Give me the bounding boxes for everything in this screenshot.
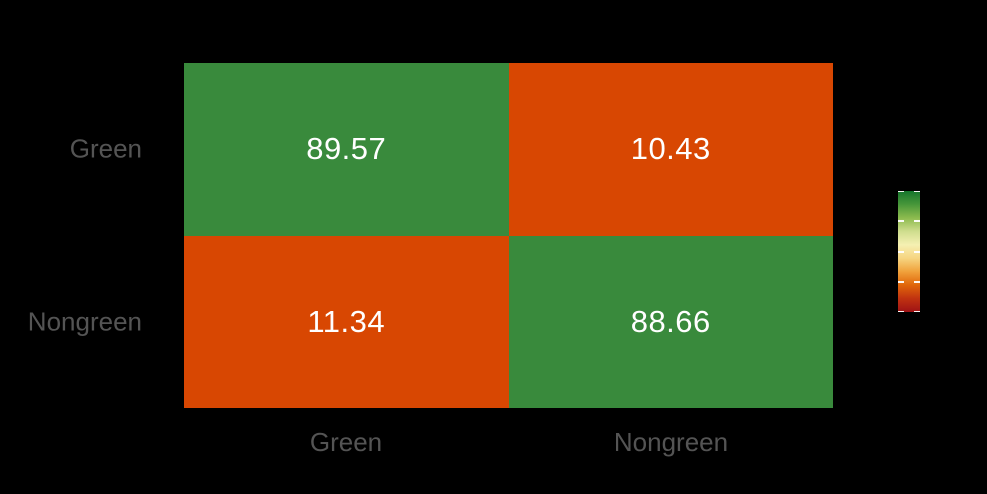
heatmap-cell-nongreen-nongreen: 88.66 (508, 235, 833, 408)
colorbar-tick (914, 250, 920, 253)
colorbar-tick (914, 220, 920, 223)
colorbar-tick (898, 220, 904, 223)
heatmap-cell-nongreen-green: 11.34 (184, 235, 509, 408)
colorbar-legend (898, 191, 920, 312)
cell-value-green-green: 89.57 (306, 131, 387, 167)
colorbar-tick (898, 191, 904, 192)
colorbar-tick (914, 280, 920, 283)
cell-value-nongreen-nongreen: 88.66 (630, 303, 711, 339)
colorbar-gradient (898, 191, 920, 312)
heatmap-grid: 89.57 10.43 11.34 88.66 (184, 63, 833, 408)
heatmap-cell-green-green: 89.57 (184, 63, 509, 236)
x-axis-label-green: Green (309, 427, 383, 457)
heatmap-cell-green-nongreen: 10.43 (508, 63, 833, 236)
colorbar-tick (898, 280, 904, 283)
y-axis-label-nongreen: Nongreen (27, 306, 142, 337)
colorbar-tick (914, 191, 920, 192)
colorbar-tick (914, 311, 920, 312)
colorbar-tick (898, 250, 904, 253)
cell-value-nongreen-green: 11.34 (307, 303, 386, 339)
colorbar-tick (898, 311, 904, 312)
x-axis-label-nongreen: Nongreen (613, 427, 729, 457)
y-axis-label-green: Green (69, 133, 142, 164)
cell-value-green-nongreen: 10.43 (630, 131, 711, 167)
